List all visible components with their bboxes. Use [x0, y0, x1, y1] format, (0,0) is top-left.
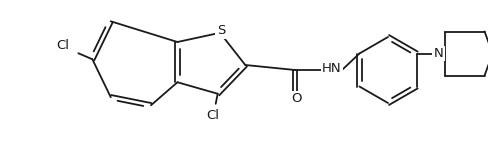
Text: Cl: Cl — [206, 109, 219, 122]
Text: HN: HN — [322, 62, 342, 74]
Text: S: S — [217, 24, 225, 37]
Text: Cl: Cl — [56, 39, 69, 52]
Text: O: O — [291, 93, 301, 105]
Text: N: N — [434, 47, 444, 60]
